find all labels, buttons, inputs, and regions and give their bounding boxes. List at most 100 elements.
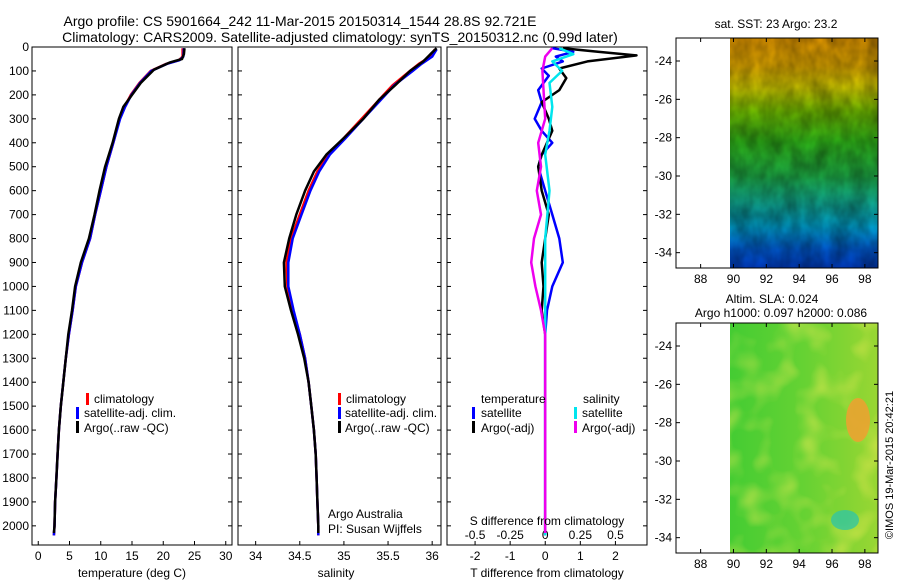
sst-map-ticks: 88 90 92 94 96 98 -24 -26 -28 -30 -32 -34: [655, 38, 878, 286]
x-tick-label: 35: [337, 549, 351, 563]
map-x-tick-label: 94: [792, 557, 806, 571]
salinity-depth-ticks: [238, 46, 441, 527]
legend-argo: Argo(..raw -QC): [84, 421, 169, 435]
series-line-2: [52, 48, 186, 534]
legend-argo: Argo(..raw -QC): [345, 421, 430, 435]
depth-tick-label: 400: [9, 136, 29, 150]
series-line-2: [282, 47, 438, 533]
depth-tick-label: 800: [9, 232, 29, 246]
x-tick-label: 25: [188, 549, 202, 563]
legend-swatch-t-satellite: [472, 407, 475, 419]
sla-high-blob: [846, 398, 870, 442]
legend-swatch-t-argo: [472, 421, 475, 433]
salinity-lines: [282, 47, 438, 536]
temperature-legend: climatology satellite-adj. clim. Argo(..…: [76, 392, 176, 435]
depth-tick-label: 300: [9, 112, 29, 126]
x-tick-label: 10: [94, 549, 108, 563]
x-tick-label: 34: [249, 549, 263, 563]
attribution-text: Argo Australia: [328, 507, 403, 521]
depth-tick-label: 1800: [2, 471, 29, 485]
depth-axis-ticks: 0 100 200 300 400 500 600 700 800 900 1000 1100 1200…: [2, 40, 232, 533]
depth-tick-label: 1000: [2, 279, 29, 293]
x-tick-label: 36: [425, 549, 439, 563]
map-y-tick-label: -26: [655, 377, 673, 391]
depth-tick-label: 1700: [2, 447, 29, 461]
depth-tick-label: 0: [22, 40, 29, 54]
map-x-tick-label: 94: [792, 272, 806, 286]
salinity-xlabel: salinity: [318, 566, 355, 580]
legend-climatology: climatology: [346, 392, 406, 406]
temperature-lines: [52, 48, 186, 536]
map-y-tick-label: -26: [655, 92, 673, 106]
legend-t-argo: Argo(-adj): [481, 421, 534, 435]
pi-text: PI: Susan Wijffels: [328, 522, 422, 536]
salinity-axis-ticks: 34 34.5 35 35.5 36: [249, 541, 439, 563]
x-tick-label: 34.5: [288, 549, 312, 563]
legend-climatology: climatology: [94, 392, 154, 406]
depth-tick-label: 1300: [2, 351, 29, 365]
depth-tick-label: 500: [9, 160, 29, 174]
map-x-tick-label: 92: [760, 557, 774, 571]
salinity-legend: climatology satellite-adj. clim. Argo(..…: [338, 392, 437, 435]
map-y-tick-label: -30: [655, 454, 673, 468]
legend-swatch-satellite: [338, 407, 341, 419]
timestamp-text: ©IMOS 19-Mar-2015 20:42:21: [884, 391, 896, 539]
series-line-2: [543, 47, 575, 536]
map-x-tick-label: 90: [727, 272, 741, 286]
x-tick-label: 30: [219, 549, 233, 563]
x-tick-label: 0: [542, 549, 549, 563]
temperature-axis-ticks: 0 5 10 15 20 25 30: [35, 541, 233, 563]
depth-tick-label: 1200: [2, 327, 29, 341]
depth-tick-label: 1600: [2, 423, 29, 437]
x-tick-label: -2: [470, 549, 481, 563]
map-x-tick-label: 90: [727, 557, 741, 571]
map-y-tick-label: -24: [655, 54, 673, 68]
depth-tick-label: 1900: [2, 495, 29, 509]
legend-swatch-argo: [76, 421, 79, 433]
map-x-tick-label: 92: [760, 272, 774, 286]
sst-heatmap-texture: [730, 38, 878, 268]
map-x-tick-label: 88: [694, 557, 708, 571]
series-line-1: [536, 47, 638, 533]
x-tick-label: 35.5: [376, 549, 400, 563]
depth-tick-label: 2000: [2, 519, 29, 533]
legend-swatch-s-argo: [574, 421, 577, 433]
difference-lines: [529, 47, 638, 536]
x-tick-label: 1: [577, 549, 584, 563]
difference-xlabel: T difference from climatology: [470, 566, 624, 580]
map-y-tick-label: -32: [655, 492, 673, 506]
sla-map-panel: Altim. SLA: 0.024 Argo h1000: 0.097 h200…: [655, 292, 879, 571]
depth-tick-label: 100: [9, 64, 29, 78]
temperature-xlabel: temperature (deg C): [78, 566, 186, 580]
difference-panel: -2 -1 0 1 2-0.5 -0.25 0 0.25 0.5 T difference fr…: [446, 46, 648, 580]
legend-swatch-climatology: [338, 393, 341, 405]
s-tick-label: -0.25: [496, 528, 524, 542]
map-y-tick-label: -28: [655, 416, 673, 430]
map-x-tick-label: 98: [858, 272, 872, 286]
depth-tick-label: 200: [9, 88, 29, 102]
s-tick-label: 0.25: [569, 528, 593, 542]
sla-low-blob: [831, 510, 859, 530]
depth-tick-label: 600: [9, 184, 29, 198]
map-y-tick-label: -30: [655, 169, 673, 183]
map-x-tick-label: 96: [825, 557, 839, 571]
x-tick-label: 2: [612, 549, 619, 563]
map-x-tick-label: 98: [858, 557, 872, 571]
sla-map-title2: Argo h1000: 0.097 h2000: 0.086: [695, 306, 867, 320]
legend-satellite: satellite-adj. clim.: [345, 406, 437, 420]
depth-tick-label: 1500: [2, 399, 29, 413]
legend-swatch-satellite: [76, 407, 79, 419]
s-tick-label: 0.5: [607, 528, 624, 542]
series-line-1: [287, 48, 438, 536]
sst-map-title: sat. SST: 23 Argo: 23.2: [715, 17, 838, 31]
map-x-tick-label: 88: [694, 272, 708, 286]
salinity-plot-frame: [237, 46, 442, 546]
x-tick-label: 15: [125, 549, 139, 563]
figure-title-line2: Climatology: CARS2009. Satellite-adjuste…: [62, 29, 618, 45]
salinity-difference-label: S difference from climatology: [470, 514, 625, 528]
difference-legend: temperature satellite Argo(-adj) salinit…: [472, 392, 635, 435]
x-tick-label: 20: [157, 549, 171, 563]
x-tick-label: 5: [66, 549, 73, 563]
series-line-3: [529, 47, 554, 533]
